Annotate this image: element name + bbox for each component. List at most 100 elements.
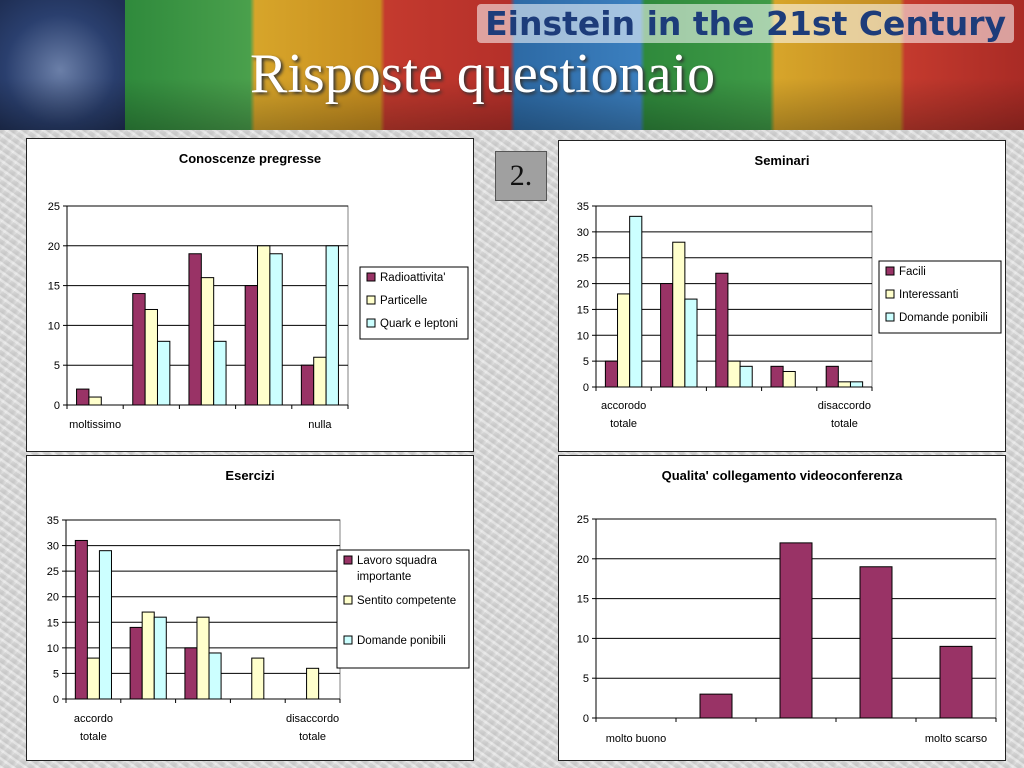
bar-qualita-s0-c1: [699, 693, 733, 719]
chart-seminari: Seminari 0 5 10 15 20 25 30 35 accorodo totale disa…: [577, 153, 1002, 430]
x-category-label: totale: [831, 418, 858, 430]
x-category-label: disaccordo: [818, 400, 871, 412]
y-tick-label: 15: [577, 594, 589, 606]
chart-conoscenze: Conoscenze pregresse 0 5 10 15 20 25 moltissimo…: [48, 151, 469, 431]
y-tick-label: 15: [47, 617, 59, 629]
slide-number-badge: 2.: [495, 151, 547, 201]
x-category-label: accorodo: [601, 400, 646, 412]
legend-swatch: [343, 595, 353, 605]
y-tick-label: 20: [48, 241, 60, 253]
legend-entry: Interessanti: [899, 289, 958, 301]
bar-seminari-s2-c2: [739, 365, 753, 388]
chart-panel-seminari: Seminari 0 5 10 15 20 25 30 35 accorodo totale disa…: [558, 140, 1006, 452]
y-tick-label: 5: [583, 673, 589, 685]
legend-swatch: [885, 266, 895, 276]
bar-seminari-s0-c3: [770, 365, 784, 388]
y-tick-label: 0: [53, 694, 59, 706]
bar-seminari-s0-c4: [825, 365, 839, 388]
bar-esercizi-s1-c3: [251, 657, 265, 700]
legend-swatch: [343, 555, 353, 565]
legend-entry: importante: [357, 571, 411, 583]
chart-title: Esercizi: [225, 468, 274, 483]
bar-conoscenze-s2-c3: [269, 253, 283, 406]
chart-panel-esercizi: Esercizi 0 5 10 15 20 25 30 35 accordo totale disac…: [26, 455, 474, 761]
y-tick-label: 25: [48, 201, 60, 213]
chart-esercizi: Esercizi 0 5 10 15 20 25 30 35 accordo totale disac…: [47, 468, 470, 743]
y-tick-label: 20: [47, 592, 59, 604]
bar-conoscenze-s1-c1: [144, 308, 158, 406]
y-tick-label: 15: [577, 304, 589, 316]
bar-qualita-s0-c3: [859, 566, 893, 719]
y-tick-label: 20: [577, 279, 589, 291]
y-tick-label: 35: [577, 201, 589, 213]
y-tick-label: 15: [48, 281, 60, 293]
bar-seminari-s0-c2: [715, 272, 729, 388]
bar-conoscenze-s0-c1: [132, 293, 146, 406]
legend-swatch: [366, 295, 376, 305]
bar-qualita-s0-c2: [779, 542, 813, 719]
y-tick-label: 35: [47, 515, 59, 527]
bar-seminari-s1-c4: [837, 381, 851, 388]
y-tick-label: 10: [47, 643, 59, 655]
legend-box: [336, 549, 470, 669]
chart-panel-conoscenze: Conoscenze pregresse 0 5 10 15 20 25 moltissimo…: [26, 138, 474, 452]
bar-seminari-s2-c0: [629, 215, 643, 388]
chart-qualita: Qualita' collegamento videoconferenza 0 5 1…: [577, 468, 997, 745]
chart-title: Qualita' collegamento videoconferenza: [662, 468, 904, 483]
y-tick-label: 30: [47, 541, 59, 553]
bar-seminari-s0-c0: [604, 360, 619, 388]
legend-entry: Quark e leptoni: [380, 318, 458, 330]
bar-conoscenze-s0-c4: [300, 364, 315, 406]
bar-esercizi-s0-c1: [129, 626, 143, 700]
bar-esercizi-s2-c1: [153, 616, 167, 700]
y-tick-label: 5: [53, 668, 59, 680]
legend-swatch: [885, 312, 895, 322]
legend-box: [878, 260, 1002, 334]
legend-swatch: [885, 289, 895, 299]
x-category-label: totale: [299, 731, 326, 743]
slide-title: Risposte questionaio: [250, 43, 716, 105]
legend-entry: Domande ponibili: [899, 312, 988, 324]
y-tick-label: 10: [48, 320, 60, 332]
x-category-label: totale: [610, 418, 637, 430]
legend-entry: Domande ponibili: [357, 635, 446, 647]
bar-esercizi-s1-c1: [141, 611, 155, 700]
bar-esercizi-s1-c2: [196, 616, 210, 700]
bar-conoscenze-s0-c3: [244, 285, 259, 406]
bar-seminari-s2-c4: [849, 381, 864, 388]
y-tick-label: 10: [577, 330, 589, 342]
y-tick-label: 20: [577, 554, 589, 566]
bar-conoscenze-s2-c1: [156, 340, 171, 406]
bar-conoscenze-s1-c0: [88, 396, 102, 406]
bar-conoscenze-s1-c2: [200, 277, 215, 406]
y-tick-label: 0: [583, 382, 589, 394]
bar-conoscenze-s2-c2: [213, 340, 227, 406]
bar-seminari-s2-c1: [684, 298, 698, 388]
bar-esercizi-s0-c2: [184, 647, 198, 700]
bar-seminari-s1-c3: [782, 370, 796, 388]
bar-esercizi-s2-c0: [98, 550, 112, 700]
bar-conoscenze-s1-c4: [313, 356, 327, 406]
bar-conoscenze-s2-c4: [325, 245, 339, 406]
bar-seminari-s0-c1: [660, 283, 674, 388]
legend-entry: Lavoro squadra: [357, 555, 438, 567]
bar-seminari-s1-c1: [672, 241, 686, 388]
bar-esercizi-s1-c4: [306, 667, 320, 700]
chart-title: Seminari: [755, 153, 810, 168]
y-tick-label: 5: [583, 356, 589, 368]
x-category-label: disaccordo: [286, 713, 339, 725]
y-tick-label: 25: [577, 514, 589, 526]
bar-seminari-s1-c0: [617, 293, 631, 388]
y-tick-label: 25: [47, 566, 59, 578]
bar-conoscenze-s0-c0: [76, 388, 90, 406]
chart-panel-qualita: Qualita' collegamento videoconferenza 0 5 1…: [558, 455, 1006, 761]
legend-swatch: [343, 635, 353, 645]
legend-entry: Particelle: [380, 295, 427, 307]
x-category-label: molto buono: [606, 733, 667, 745]
legend-entry: Sentito competente: [357, 595, 456, 607]
x-category-label: moltissimo: [69, 419, 121, 431]
bar-seminari-s1-c2: [727, 360, 741, 388]
x-category-label: molto scarso: [925, 733, 987, 745]
y-tick-label: 25: [577, 253, 589, 265]
chart-title: Conoscenze pregresse: [179, 151, 321, 166]
